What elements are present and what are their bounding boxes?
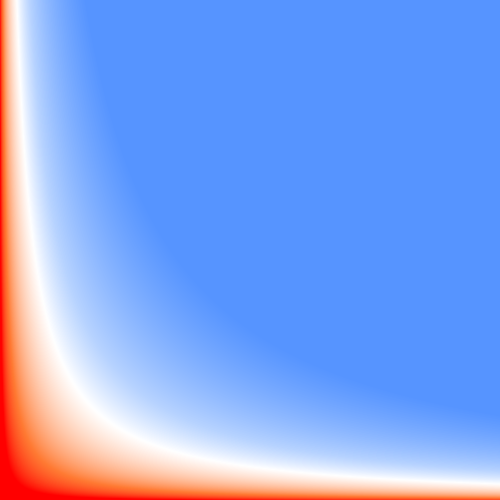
gradient-canvas xyxy=(0,0,500,500)
gradient-field xyxy=(0,0,500,500)
